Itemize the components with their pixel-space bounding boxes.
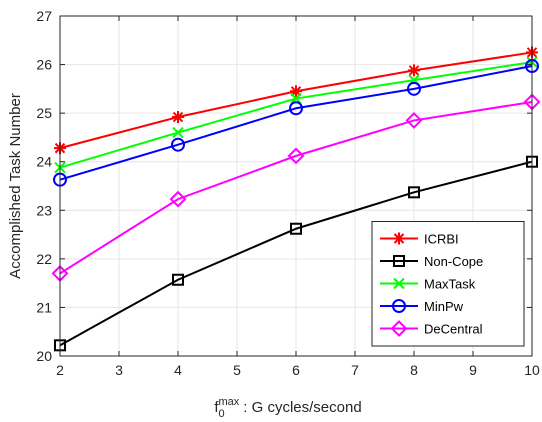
- data-point: [290, 92, 302, 105]
- data-point: [393, 277, 405, 290]
- x-tick-label: 5: [233, 362, 241, 378]
- data-point: [408, 64, 420, 77]
- x-tick-label: 9: [469, 362, 477, 378]
- legend-item: DeCentral: [380, 320, 483, 337]
- x-tick-label: 3: [115, 362, 123, 378]
- data-point: [407, 81, 421, 96]
- legend-item: MaxTask: [380, 277, 476, 292]
- y-tick-label: 21: [36, 299, 52, 315]
- data-point: [290, 85, 302, 98]
- x-axis-label: fmax 0 : G cycles/second: [214, 396, 361, 420]
- data-point: [408, 186, 420, 199]
- data-point: [169, 190, 187, 208]
- series-line: [59, 100, 533, 275]
- x-tick-label: 2: [56, 362, 64, 378]
- legend-item: Non-Cope: [380, 254, 483, 269]
- x-axis-label-subscript: 0: [219, 408, 225, 420]
- x-tick-label: 6: [292, 362, 300, 378]
- data-point: [392, 299, 406, 313]
- y-axis-label: Accomplished Task Number: [7, 93, 24, 279]
- x-axis-label-superscript: max: [219, 396, 240, 408]
- legend-item: ICRBI: [380, 232, 459, 247]
- y-tick-label: 25: [36, 105, 52, 121]
- legend: ICRBI Non-Cope MaxTask MinPw DeCentral: [371, 221, 525, 347]
- y-tick-label: 22: [36, 251, 52, 267]
- data-point: [405, 112, 423, 129]
- y-tick-label: 20: [36, 348, 52, 364]
- data-point: [172, 126, 184, 139]
- legend-label: ICRBI: [424, 232, 459, 247]
- series-line: [59, 160, 533, 347]
- x-tick-label: 4: [174, 362, 182, 378]
- y-tick-label: 27: [36, 8, 52, 24]
- y-tick-label: 26: [36, 57, 52, 73]
- data-point: [172, 111, 184, 124]
- data-point: [290, 222, 302, 235]
- legend-label: Non-Cope: [424, 254, 483, 269]
- data-point: [289, 101, 303, 116]
- series-line: [59, 65, 533, 181]
- data-point: [171, 137, 185, 152]
- series-layer: [51, 46, 541, 352]
- x-axis-label-suffix: : G cycles/second: [243, 399, 361, 416]
- x-tick-label: 8: [410, 362, 418, 378]
- legend-label: MinPw: [424, 299, 464, 314]
- legend-label: DeCentral: [424, 322, 483, 337]
- x-tick-label: 7: [351, 362, 359, 378]
- x-tick-label: 10: [524, 362, 540, 378]
- data-point: [390, 320, 408, 337]
- legend-item: MinPw: [380, 299, 464, 314]
- data-point: [393, 255, 405, 267]
- y-tick-label: 23: [36, 202, 52, 218]
- legend-label: MaxTask: [424, 277, 476, 292]
- data-point: [172, 273, 184, 286]
- data-point: [287, 147, 305, 165]
- data-point: [393, 232, 405, 245]
- x-axis-label-base: f: [214, 399, 219, 416]
- y-tick-label: 24: [36, 154, 52, 170]
